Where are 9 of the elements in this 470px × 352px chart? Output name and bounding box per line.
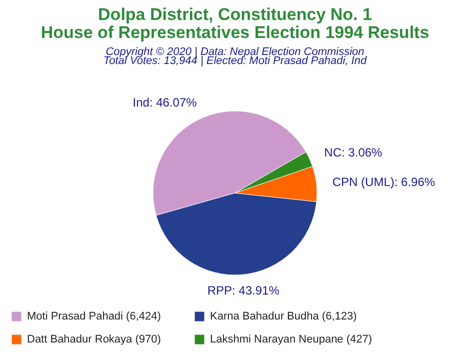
chart-title: Dolpa District, Constituency No. 1 House of Representatives Election 1994 Results <box>40 5 430 42</box>
data-label: CPN (UML): 6.96% <box>332 174 436 189</box>
legend-label: Datt Bahadur Rokaya (970) <box>27 334 161 346</box>
legend-label: Moti Prasad Pahadi (6,424) <box>27 310 161 323</box>
data-label: RPP: 43.91% <box>207 284 280 298</box>
legend-label: Lakshmi Narayan Neupane (427) <box>210 334 372 346</box>
legend-label: Karna Bahadur Budha (6,123) <box>210 310 357 323</box>
data-label: NC: 3.06% <box>324 145 383 160</box>
data-label: Ind: 46.07% <box>132 96 198 110</box>
